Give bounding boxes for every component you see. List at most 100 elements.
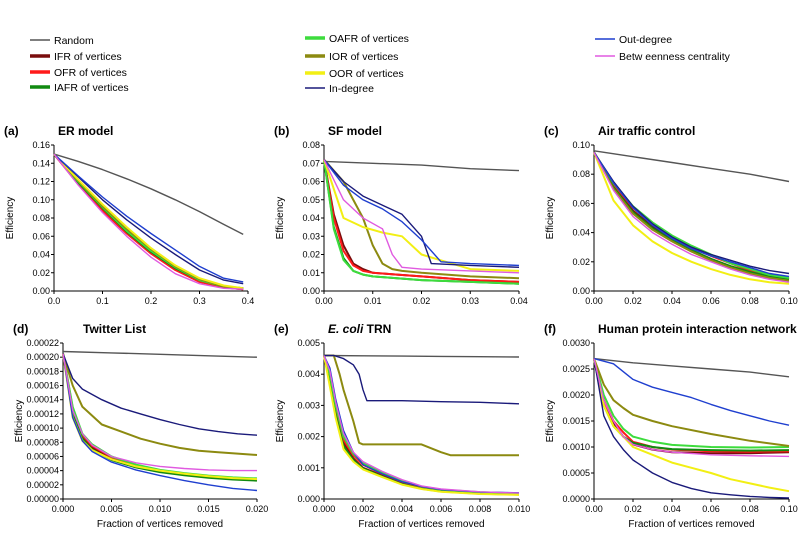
series-line [323, 159, 520, 267]
x-tick-label: 0.000 [313, 504, 336, 514]
y-tick-label: 0.0000 [562, 494, 590, 504]
series-line [593, 151, 790, 281]
y-tick-label: 0.0005 [562, 468, 590, 478]
x-tick-label: 0.1 [96, 296, 109, 306]
series-line [593, 151, 790, 283]
series-line [62, 353, 258, 456]
chart-panels: (a) ER model 0.00 0.02 0.04 0.06 0.08 0.10 0.12 0… [4, 124, 798, 530]
x-axis-label: Fraction of vertices removed [358, 519, 484, 530]
y-tick-label: 0.00004 [26, 466, 59, 476]
y-tick-label: 0.01 [302, 268, 320, 278]
series-line [593, 357, 790, 378]
x-tick-label: 0.00 [585, 504, 603, 514]
series-line [593, 150, 790, 183]
y-tick-label: 0.004 [297, 369, 320, 379]
y-tick-label: 0.02 [302, 250, 320, 260]
series-line [323, 159, 520, 268]
x-tick-label: 0.005 [100, 504, 123, 514]
y-tick-label: 0.00000 [26, 494, 59, 504]
legend-label: Random [54, 35, 94, 47]
series-line [593, 151, 790, 275]
legend-label: In-degree [329, 83, 374, 95]
series-line [62, 353, 258, 492]
series-line [53, 153, 244, 290]
y-tick-label: 0.06 [32, 231, 50, 241]
x-tick-label: 0.020 [246, 504, 269, 514]
x-tick-label: 0.00 [315, 296, 333, 306]
chart-panel: (c) Air traffic control 0.00 0.02 0.04 0.06 0.… [544, 124, 798, 306]
series-line [323, 355, 520, 494]
y-tick-label: 0.04 [32, 250, 50, 260]
series-line [593, 151, 790, 285]
x-tick-label: 0.02 [413, 296, 431, 306]
series-line [53, 153, 244, 290]
series-line [324, 354, 520, 405]
panel-letter: (e) [274, 322, 289, 336]
legend-label: OFR of vertices [54, 67, 127, 79]
series-line [593, 358, 790, 458]
x-tick-label: 0.004 [391, 504, 414, 514]
x-tick-label: 0.03 [461, 296, 479, 306]
x-tick-label: 0.010 [149, 504, 172, 514]
x-tick-label: 0.06 [702, 296, 720, 306]
y-tick-label: 0.08 [302, 140, 320, 150]
x-tick-label: 0.0 [48, 296, 61, 306]
y-axis-label: Efficiency [275, 197, 286, 240]
series-group [593, 150, 790, 285]
x-tick-label: 0.08 [741, 504, 759, 514]
panel-title: E. coli TRN [328, 322, 391, 336]
series-line [593, 357, 790, 426]
y-tick-label: 0.0015 [562, 416, 590, 426]
series-line [62, 353, 257, 472]
y-tick-label: 0.08 [572, 169, 590, 179]
y-tick-label: 0.00006 [26, 451, 59, 461]
panel-title: Air traffic control [598, 124, 695, 138]
y-axis-label: Efficiency [275, 400, 286, 443]
x-tick-label: 0.010 [508, 504, 531, 514]
panel-title-italic: E. coli [328, 322, 364, 336]
legend-label: IOR of vertices [329, 51, 398, 63]
y-tick-label: 0.00010 [26, 423, 59, 433]
series-line [53, 153, 244, 236]
y-tick-label: 0.02 [572, 257, 590, 267]
y-tick-label: 0.00008 [26, 437, 59, 447]
y-tick-label: 0.005 [297, 338, 320, 348]
y-tick-label: 0.002 [297, 432, 320, 442]
y-tick-label: 0.10 [32, 195, 50, 205]
legend-label: Betw eenness centrality [619, 51, 731, 63]
series-line [323, 354, 520, 358]
series-line [323, 159, 520, 274]
y-tick-label: 0.00 [572, 286, 590, 296]
chart-panel: (b) SF model 0.00 0.01 0.02 0.03 0.04 0.05 0.06 0… [274, 124, 528, 306]
y-tick-label: 0.02 [32, 268, 50, 278]
series-line [62, 350, 258, 358]
series-line [593, 358, 790, 499]
x-tick-label: 0.2 [145, 296, 158, 306]
series-line [62, 353, 258, 482]
y-axis-label: Efficiency [545, 400, 556, 443]
series-line [53, 153, 244, 290]
series-line [593, 151, 790, 281]
panel-title: Human protein interaction network [598, 322, 797, 336]
x-tick-label: 0.00 [585, 296, 603, 306]
series-group [323, 158, 520, 285]
series-line [323, 355, 520, 496]
y-axis-label: Efficiency [5, 197, 16, 240]
y-axis-label: Efficiency [14, 400, 25, 443]
y-tick-label: 0.07 [302, 158, 320, 168]
y-tick-label: 0.04 [572, 228, 590, 238]
series-line [323, 159, 520, 272]
x-tick-label: 0.3 [193, 296, 206, 306]
y-tick-label: 0.14 [32, 158, 50, 168]
legend-label: OAFR of vertices [329, 33, 409, 45]
chart-panel: (a) ER model 0.00 0.02 0.04 0.06 0.08 0.10 0.12 0… [4, 124, 254, 306]
series-line [323, 355, 520, 496]
series-line [593, 151, 790, 279]
y-tick-label: 0.0030 [562, 338, 590, 348]
x-tick-label: 0.06 [702, 504, 720, 514]
series-group [62, 350, 258, 492]
panel-letter: (f) [544, 322, 556, 336]
y-axis-label: Efficiency [545, 197, 556, 240]
x-axis-label: Fraction of vertices removed [628, 519, 754, 530]
